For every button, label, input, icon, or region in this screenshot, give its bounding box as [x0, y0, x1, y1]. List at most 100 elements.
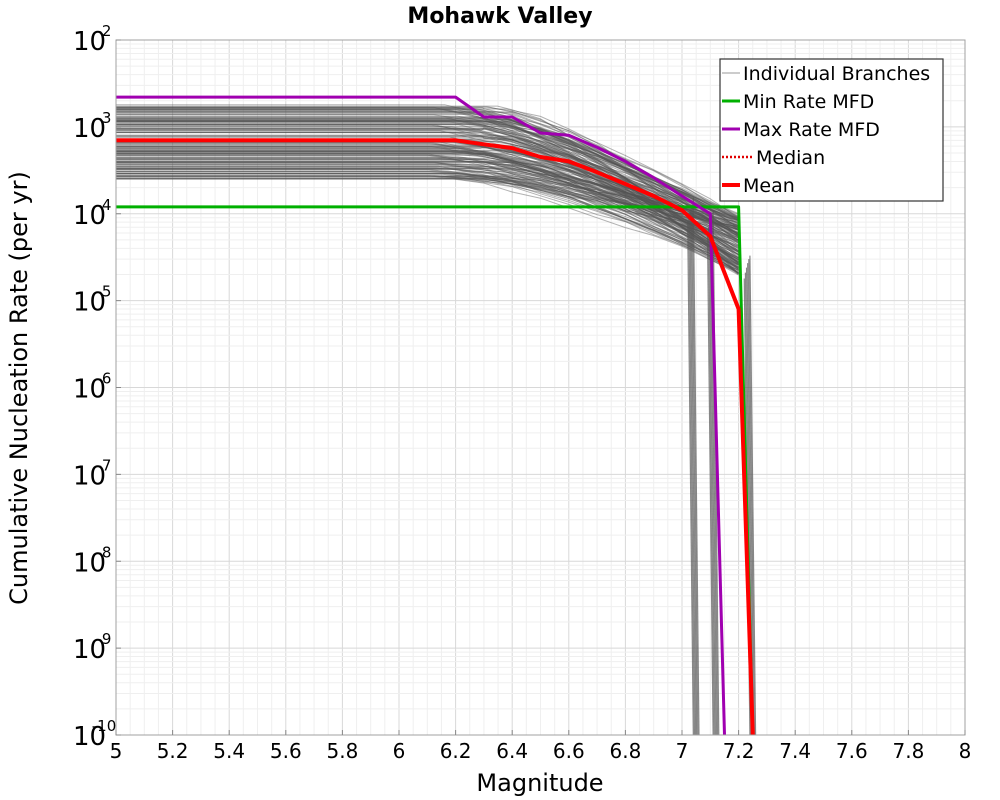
y-tick-base: 10 — [73, 27, 106, 57]
legend-label-max: Max Rate MFD — [743, 119, 880, 141]
branch-line — [116, 150, 739, 261]
branch-drop-line — [687, 220, 694, 736]
branch-line — [116, 175, 739, 242]
branch-line — [116, 123, 739, 225]
x-tick-label: 7.6 — [836, 739, 868, 763]
x-axis-label: Magnitude — [476, 769, 603, 797]
branch-drop-line — [690, 205, 698, 736]
branch-line — [116, 156, 739, 269]
branch-line — [116, 120, 739, 229]
branch-line — [116, 112, 739, 261]
branch-line — [116, 141, 739, 251]
branch-line — [116, 158, 739, 266]
y-tick-base: 10 — [73, 375, 106, 405]
branch-drop-line — [708, 227, 715, 736]
branch-line — [116, 178, 739, 266]
branch-line — [116, 146, 739, 236]
y-tick-label: 10-3 — [73, 109, 111, 144]
legend-label-median: Median — [756, 147, 825, 169]
x-tick-label: 5.2 — [157, 739, 189, 763]
y-tick-label: 10-2 — [73, 22, 111, 57]
branch-line — [116, 160, 739, 226]
branch-line — [116, 165, 739, 266]
branch-line — [116, 143, 739, 265]
y-tick-exponent: -6 — [97, 370, 112, 388]
branch-line — [116, 175, 739, 271]
branch-line — [116, 138, 739, 268]
branch-line — [116, 157, 739, 223]
branch-line — [116, 168, 739, 274]
x-tick-label: 6.2 — [440, 739, 472, 763]
branch-line — [116, 120, 739, 220]
legend-box — [719, 58, 944, 202]
branch-line — [116, 143, 739, 253]
y-tick-base: 10 — [73, 288, 106, 318]
branch-line — [116, 128, 739, 222]
branch-line — [116, 154, 739, 269]
branch-line — [116, 178, 739, 272]
x-tick-label: 7.2 — [723, 739, 755, 763]
branch-line — [116, 141, 739, 241]
y-tick-base: 10 — [73, 548, 106, 578]
branch-drop-line — [706, 233, 714, 736]
grid-lines — [115, 40, 966, 736]
y-tick-base: 10 — [73, 461, 106, 491]
branch-line — [116, 152, 739, 222]
branch-line — [116, 152, 739, 260]
branch-line — [116, 110, 739, 236]
branch-drop-line — [689, 209, 697, 736]
branch-line — [116, 171, 739, 242]
branch-line — [116, 154, 739, 274]
legend-label-mean: Mean — [743, 175, 795, 197]
series-line-mean — [116, 138, 755, 736]
branch-line — [116, 153, 739, 229]
y-axis-label: Cumulative Nucleation Rate (per yr) — [5, 171, 33, 605]
branch-line — [116, 135, 739, 218]
x-tick-label: 5.4 — [213, 739, 245, 763]
x-tick-label: 6.6 — [553, 739, 585, 763]
branch-line — [116, 124, 739, 274]
branch-line — [116, 125, 739, 225]
branch-line — [116, 117, 739, 226]
y-tick-exponent: -10 — [92, 717, 117, 735]
series-line-max-rate-mfd — [116, 95, 726, 736]
branch-line — [116, 172, 739, 236]
y-tick-exponent: -2 — [97, 22, 112, 40]
branch-line — [116, 142, 739, 261]
branch-line — [116, 116, 739, 274]
y-tick-exponent: -5 — [97, 283, 112, 301]
branch-line — [116, 108, 739, 264]
branch-line — [116, 162, 739, 221]
branch-drop-line — [692, 197, 700, 736]
x-axis-ticks: 5 5.2 5.4 5.6 5.8 6 6.2 6.4 6.6 6.8 7 7.2 7.4 7.6 7.8 8 — [110, 730, 971, 763]
branch-drop-line — [748, 259, 756, 736]
y-tick-label: 10-7 — [73, 456, 111, 491]
series-line-min-rate-mfd — [116, 205, 755, 736]
branch-line — [116, 107, 739, 267]
y-tick-label: 10-6 — [73, 370, 111, 405]
x-tick-label: 6 — [393, 739, 406, 763]
branch-line — [116, 178, 739, 247]
x-tick-label: 5.8 — [326, 739, 358, 763]
branch-drop-line — [688, 214, 696, 736]
branch-line — [116, 118, 739, 235]
branch-line — [116, 172, 739, 238]
legend-label-min: Min Rate MFD — [743, 91, 874, 113]
x-tick-label: 6.4 — [496, 739, 528, 763]
branch-line — [116, 168, 739, 223]
x-tick-label: 7.8 — [892, 739, 924, 763]
branch-line — [116, 145, 739, 254]
branch-line — [116, 135, 739, 216]
series-lines — [116, 95, 755, 736]
branch-line — [116, 123, 739, 269]
y-tick-label: 10-10 — [73, 717, 116, 752]
branch-line — [116, 119, 739, 219]
branch-line — [116, 164, 739, 241]
branch-line — [116, 141, 739, 231]
branch-line — [116, 153, 739, 276]
branch-line — [116, 124, 739, 228]
y-tick-exponent: -7 — [97, 456, 112, 474]
branch-drop-line — [709, 222, 716, 736]
branch-line — [116, 151, 739, 231]
y-tick-base: 10 — [73, 635, 106, 665]
